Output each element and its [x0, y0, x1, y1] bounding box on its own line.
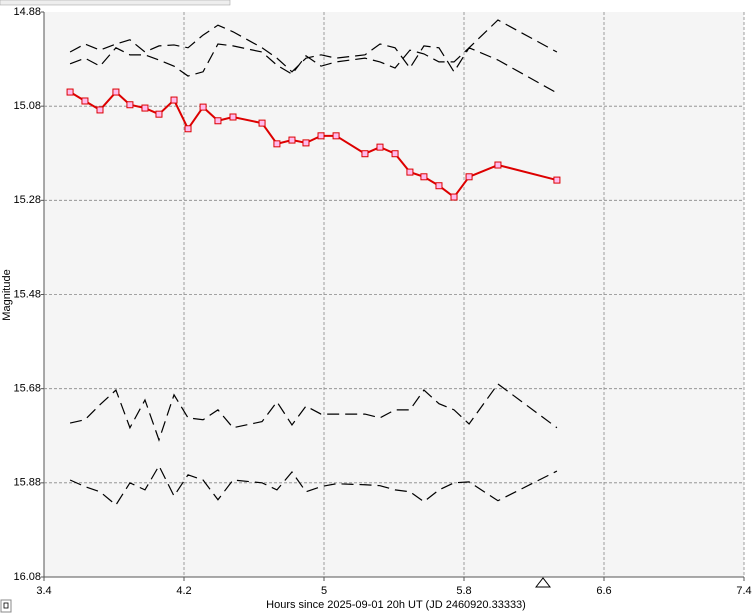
- data-point: [199, 103, 207, 111]
- x-tick-label: 5.8: [456, 585, 471, 597]
- data-point: [126, 101, 134, 109]
- corner-icon: [3, 602, 9, 609]
- time-marker[interactable]: [534, 577, 552, 588]
- data-point: [288, 136, 296, 144]
- data-point: [184, 125, 192, 133]
- y-tick-label: 15.08: [13, 100, 41, 112]
- data-point: [391, 150, 399, 158]
- data-point: [406, 168, 414, 176]
- series-line: [69, 19, 558, 73]
- data-point: [66, 88, 74, 96]
- data-point: [420, 173, 428, 181]
- data-point: [317, 132, 325, 140]
- data-point: [112, 88, 120, 96]
- x-tick-label: 6.6: [596, 585, 611, 597]
- corner-button[interactable]: [0, 599, 12, 613]
- data-point: [273, 140, 281, 148]
- y-axis-label: Magnitude: [1, 269, 13, 320]
- x-tick-label: 3.4: [36, 585, 51, 597]
- data-point: [141, 104, 149, 112]
- x-tick-label: 5: [321, 585, 327, 597]
- data-point: [229, 113, 237, 121]
- data-point: [361, 150, 369, 158]
- series-line: [69, 383, 558, 442]
- data-point: [170, 96, 178, 104]
- series-line: [69, 43, 558, 94]
- y-tick-label: 15.28: [13, 194, 41, 206]
- data-point: [435, 182, 443, 190]
- data-point: [450, 193, 458, 201]
- x-tick-label: 7.4: [736, 585, 751, 597]
- data-point: [494, 161, 502, 169]
- x-tick-label: 4.2: [176, 585, 191, 597]
- y-tick-label: 15.48: [13, 288, 41, 300]
- data-point: [302, 139, 310, 147]
- series-line: [69, 90, 558, 199]
- tab-strip: [0, 0, 231, 6]
- data-point: [214, 117, 222, 125]
- data-point: [332, 132, 340, 140]
- y-tick-label: 16.08: [13, 571, 41, 583]
- data-point: [155, 110, 163, 118]
- y-tick-label: 15.88: [13, 477, 41, 489]
- data-point: [81, 97, 89, 105]
- series-line: [69, 464, 558, 506]
- data-point: [465, 173, 473, 181]
- y-tick-label: 15.68: [13, 383, 41, 395]
- data-point: [258, 119, 266, 127]
- x-axis-label: Hours since 2025-09-01 20h UT (JD 246092…: [266, 599, 526, 611]
- y-tick-label: 14.88: [13, 6, 41, 18]
- data-point: [96, 106, 104, 114]
- data-point: [553, 176, 561, 184]
- data-point: [376, 143, 384, 151]
